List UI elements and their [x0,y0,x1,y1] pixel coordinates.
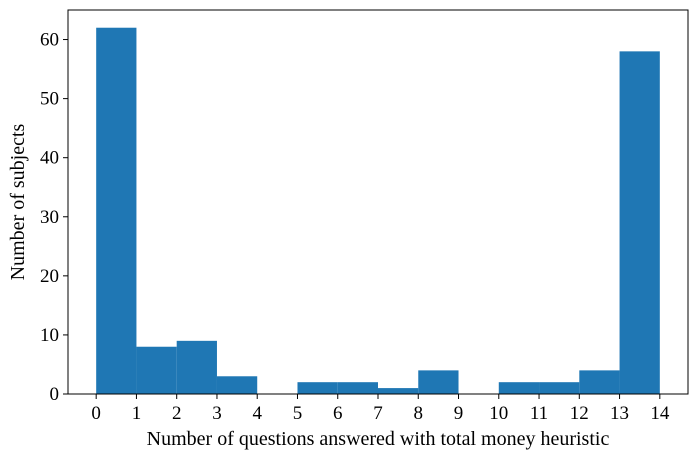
x-tick-label: 0 [91,403,101,424]
bar-bin-11 [539,382,580,394]
x-tick-label: 12 [570,403,589,424]
y-axis-ticks: 0 10 20 30 40 50 60 [40,30,68,405]
y-tick-label: 30 [40,207,59,228]
y-tick-label: 40 [40,148,59,169]
y-axis-label: Number of subjects [7,123,29,280]
bar-bin-8 [418,370,459,394]
axes-frame [67,9,689,395]
x-tick-label: 14 [650,403,670,424]
bar-bin-1 [136,346,177,394]
x-tick-label: 2 [172,403,182,424]
x-tick-label: 4 [252,403,262,424]
x-tick-label: 3 [212,403,222,424]
bar-bin-7 [378,388,419,394]
y-tick-label: 60 [40,30,59,51]
bar-bin-2 [176,340,217,394]
x-tick-label: 5 [293,403,303,424]
bar-bin-5 [297,382,338,394]
x-tick-label: 11 [530,403,548,424]
y-tick-label: 10 [40,325,59,346]
bar-bin-13 [619,51,660,394]
x-tick-label: 10 [489,403,508,424]
x-tick-label: 7 [373,403,383,424]
x-tick-label: 9 [454,403,464,424]
bar-bin-12 [579,370,620,394]
x-tick-label: 13 [610,403,629,424]
x-axis-label: Number of questions answered with total … [147,428,610,450]
bar-bin-3 [216,376,258,394]
y-tick-label: 50 [40,89,59,110]
bar-bin-6 [337,382,378,394]
y-tick-label: 20 [40,266,59,287]
x-axis-ticks: 0 1 2 3 4 5 6 7 8 9 10 11 12 13 14 [91,394,670,424]
bars-group [96,27,660,394]
bar-bin-0 [96,27,137,394]
x-tick-label: 1 [132,403,142,424]
x-tick-label: 6 [333,403,343,424]
bar-bin-10 [498,382,540,394]
x-tick-label: 8 [414,403,424,424]
y-tick-label: 0 [50,384,60,405]
